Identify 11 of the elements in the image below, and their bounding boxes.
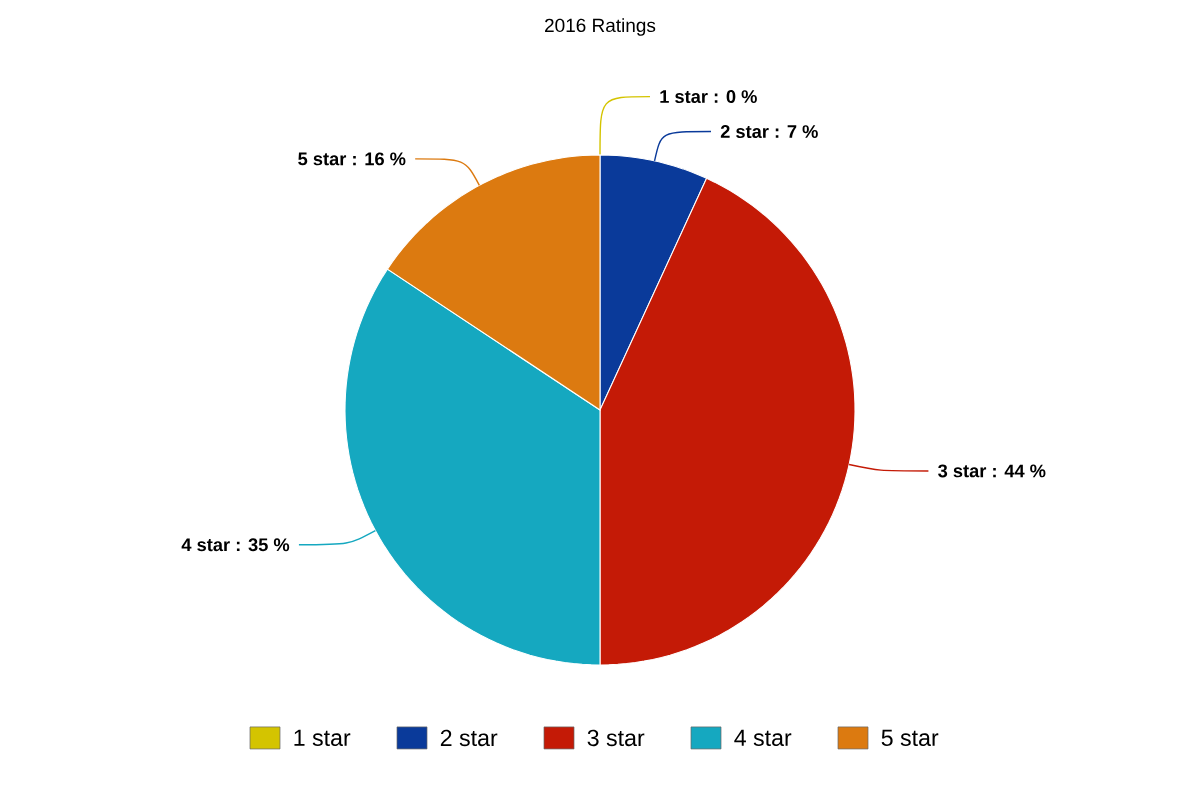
legend-label: 2 star xyxy=(440,729,498,747)
data-label: 5 star : 16 % xyxy=(298,152,406,166)
data-label: 3 star : 44 % xyxy=(938,464,1046,478)
legend-label: 3 star xyxy=(587,729,645,747)
data-label: 4 star : 35 % xyxy=(181,538,290,552)
data-label: 2 star : 7 % xyxy=(720,125,818,139)
text: 1 star : 0 % xyxy=(660,90,757,104)
chart-title: 2016 Ratings xyxy=(545,18,656,36)
legend-label: 4 star xyxy=(734,729,792,747)
legend-label: 1 star xyxy=(294,729,351,747)
legend-label: 5 star xyxy=(881,729,939,747)
